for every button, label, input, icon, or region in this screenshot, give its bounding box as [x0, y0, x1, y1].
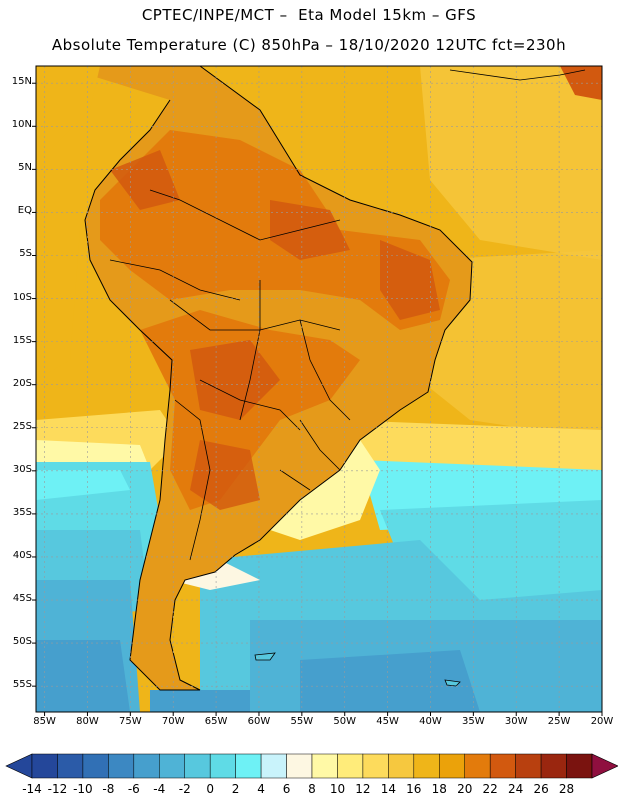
lon-label: 75W [119, 716, 142, 727]
colorbar-swatch [413, 753, 440, 779]
colorbar-label: -6 [127, 782, 140, 796]
colorbar [5, 753, 618, 779]
colorbar-label: -4 [153, 782, 166, 796]
colorbar-high-extension [591, 753, 618, 779]
lon-label: 20W [590, 716, 614, 727]
colorbar-label: 14 [380, 782, 396, 796]
lat-label: 20S [12, 377, 32, 389]
lat-label: 15S [12, 334, 32, 346]
colorbar-swatch [184, 753, 211, 779]
colorbar-label: 8 [308, 782, 316, 796]
lon-label: 85W [33, 716, 56, 727]
colorbar-swatch [82, 753, 109, 779]
lon-label: 40W [419, 716, 442, 727]
lat-label: 5S [19, 248, 32, 260]
colorbar-label: -8 [102, 782, 115, 796]
lat-label: 10N [11, 119, 32, 131]
colorbar-label: -12 [47, 782, 68, 796]
colorbar-label: 24 [507, 782, 524, 796]
colorbar-swatch [439, 753, 465, 779]
lat-label: 55S [12, 679, 32, 691]
colorbar-swatch [362, 753, 389, 779]
map-gridlines [36, 66, 603, 712]
colorbar-swatch [133, 753, 160, 779]
colorbar-label: 12 [355, 782, 371, 796]
map-subtitle: Absolute Temperature (C) 850hPa – 18/10/… [51, 36, 567, 54]
lat-label: 45S [12, 593, 32, 605]
lon-label: 55W [290, 716, 314, 727]
colorbar-label: 6 [282, 782, 291, 796]
lon-label: 80W [76, 716, 99, 727]
colorbar-swatch [464, 753, 491, 779]
lon-label: 35W [462, 716, 485, 727]
lon-label: 45W [376, 716, 399, 727]
lon-label: 70W [161, 716, 185, 727]
colorbar-swatch [286, 753, 313, 779]
lat-label: 30S [12, 463, 32, 475]
temperature-field [36, 66, 602, 712]
map-frame [35, 65, 603, 713]
colorbar-label: -14 [22, 782, 42, 796]
lat-label: 40S [12, 549, 32, 561]
colorbar-label: 18 [431, 782, 447, 796]
lat-label: 50S [12, 636, 32, 648]
lat-label: EQ [17, 205, 32, 217]
colorbar-swatch [159, 753, 185, 779]
lat-label: 25S [12, 420, 32, 432]
colorbar-swatch [260, 753, 287, 779]
colorbar-label: 10 [329, 782, 346, 796]
colorbar-swatch [108, 753, 135, 779]
colorbar-low-extension [5, 753, 33, 779]
lon-label: 30W [504, 716, 528, 727]
country-borders [109, 189, 351, 561]
lon-label: 50W [333, 716, 357, 727]
colorbar-label: 26 [533, 782, 549, 796]
colorbar-swatch [57, 753, 84, 779]
colorbar-label: 16 [406, 782, 422, 796]
colorbar-swatch [566, 753, 593, 779]
colorbar-label: 20 [457, 782, 473, 796]
colorbar-swatch [337, 753, 364, 779]
colorbar-label: 28 [558, 782, 575, 796]
colorbar-swatch [235, 753, 262, 779]
lat-label: 35S [12, 506, 32, 518]
colorbar-label: 2 [231, 782, 240, 796]
colorbar-label: 0 [206, 782, 214, 796]
colorbar-label: 4 [257, 782, 265, 796]
colorbar-label: 22 [482, 782, 498, 796]
colorbar-label: -10 [73, 782, 93, 796]
colorbar-swatch [311, 753, 338, 779]
lat-label: 5N [18, 162, 32, 174]
lat-label: 15N [11, 76, 32, 88]
lon-label: 65W [204, 716, 228, 727]
colorbar-label: -2 [178, 782, 191, 796]
colorbar-swatch [388, 753, 415, 779]
colorbar-swatch [515, 753, 542, 779]
lon-label: 25W [547, 716, 571, 727]
colorbar-swatch [31, 753, 58, 779]
lon-label: 60W [247, 716, 271, 727]
colorbar-swatch [540, 753, 567, 779]
lat-label: 10S [12, 291, 32, 303]
map-title: CPTEC/INPE/MCT – Eta Model 15km – GFS [141, 6, 477, 24]
colorbar-swatch [209, 753, 236, 779]
colorbar-swatch [489, 753, 516, 779]
